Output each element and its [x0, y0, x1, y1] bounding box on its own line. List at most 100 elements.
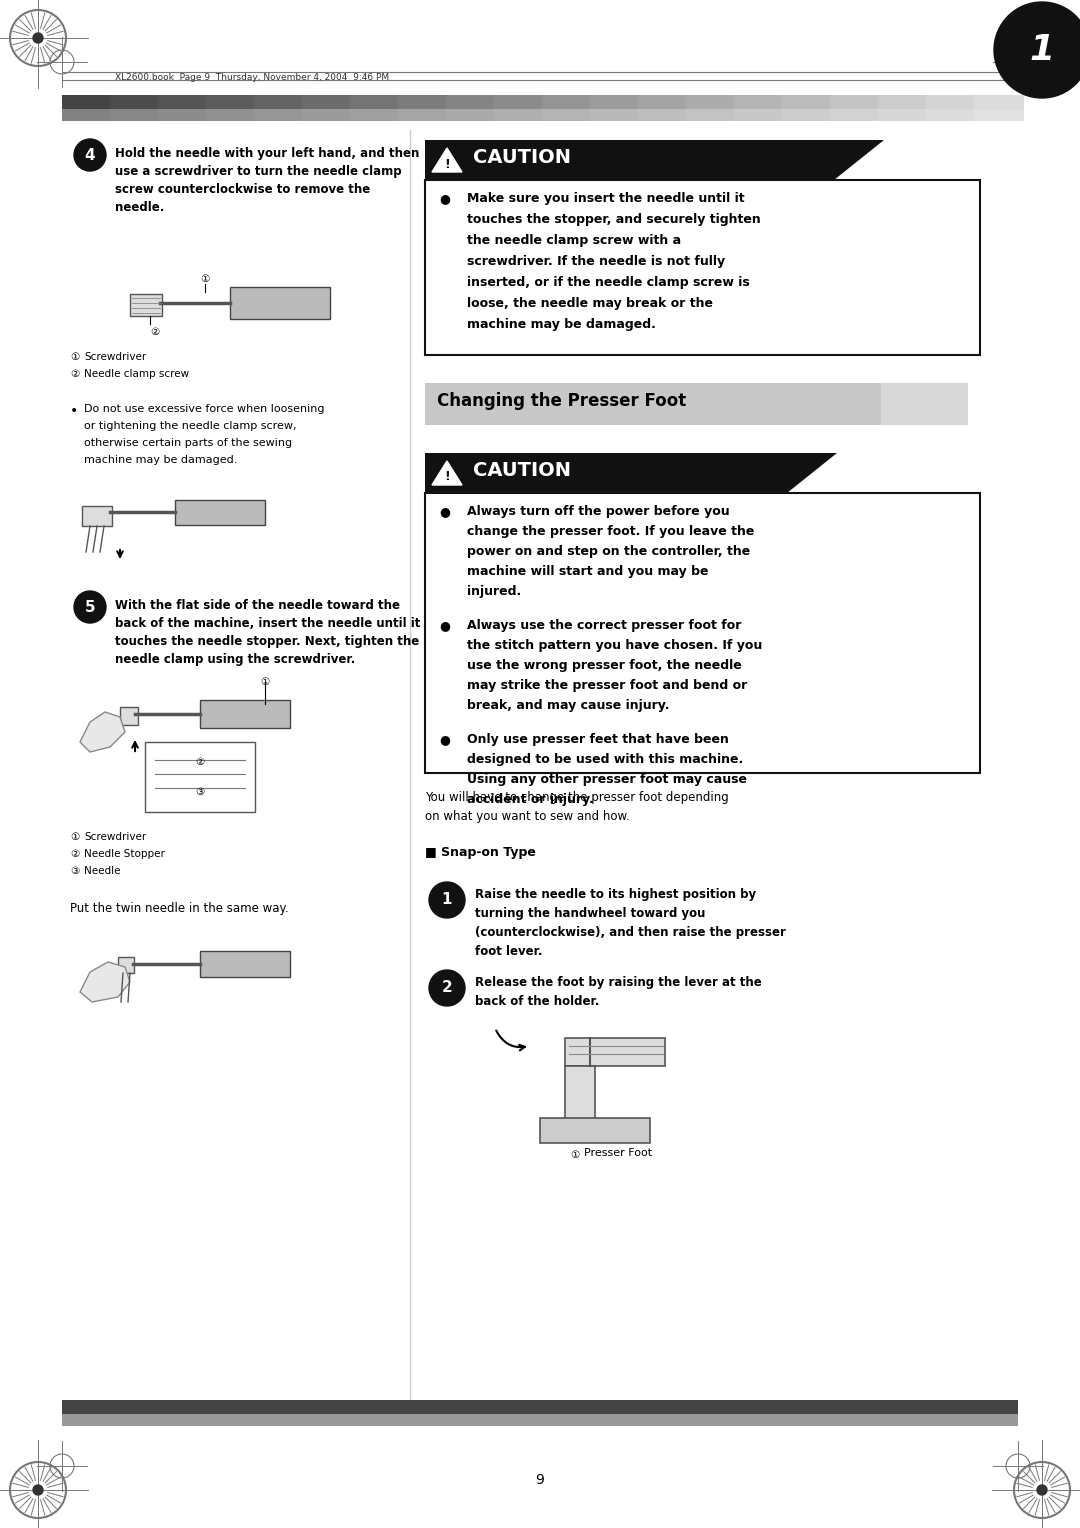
Bar — [110, 108, 160, 121]
Bar — [878, 108, 928, 121]
Text: Release the foot by raising the lever at the: Release the foot by raising the lever at… — [475, 976, 761, 989]
Bar — [974, 95, 1024, 108]
Text: CAUTION: CAUTION — [473, 148, 571, 167]
Text: designed to be used with this machine.: designed to be used with this machine. — [467, 753, 743, 766]
Text: ①: ① — [570, 1151, 579, 1160]
Bar — [831, 108, 880, 121]
Bar — [62, 95, 1018, 108]
Bar — [831, 95, 880, 108]
Text: XL2600.book  Page 9  Thursday, November 4, 2004  9:46 PM: XL2600.book Page 9 Thursday, November 4,… — [114, 73, 389, 83]
Text: 1: 1 — [1029, 34, 1054, 67]
Bar — [302, 95, 352, 108]
Text: back of the machine, insert the needle until it: back of the machine, insert the needle u… — [114, 617, 420, 630]
Circle shape — [75, 591, 106, 623]
Text: Always use the correct presser foot for: Always use the correct presser foot for — [467, 619, 741, 633]
Text: Needle Stopper: Needle Stopper — [84, 850, 165, 859]
Circle shape — [33, 34, 43, 43]
Bar — [399, 108, 448, 121]
Text: Raise the needle to its highest position by: Raise the needle to its highest position… — [475, 888, 756, 902]
Text: 2: 2 — [442, 981, 453, 996]
Text: the needle clamp screw with a: the needle clamp screw with a — [467, 234, 681, 248]
Text: inserted, or if the needle clamp screw is: inserted, or if the needle clamp screw i… — [467, 277, 750, 289]
Bar — [426, 141, 834, 180]
Bar — [350, 95, 400, 108]
Bar — [638, 95, 688, 108]
Bar — [542, 95, 592, 108]
Text: use a screwdriver to turn the needle clamp: use a screwdriver to turn the needle cla… — [114, 165, 402, 177]
Bar — [158, 95, 208, 108]
Text: Needle: Needle — [84, 866, 121, 876]
Bar — [302, 108, 352, 121]
Text: turning the handwheel toward you: turning the handwheel toward you — [475, 908, 705, 920]
Text: ②: ② — [195, 756, 204, 767]
Text: ②: ② — [70, 850, 79, 859]
Circle shape — [75, 139, 106, 171]
Text: ①: ① — [70, 351, 79, 362]
Bar — [565, 1038, 665, 1067]
Circle shape — [429, 970, 465, 1005]
Polygon shape — [787, 452, 837, 494]
Bar — [426, 452, 787, 494]
Bar — [62, 95, 112, 108]
Text: otherwise certain parts of the sewing: otherwise certain parts of the sewing — [84, 439, 292, 448]
Text: CAUTION: CAUTION — [473, 461, 571, 480]
Bar — [254, 108, 303, 121]
Text: Using any other presser foot may cause: Using any other presser foot may cause — [467, 773, 747, 785]
Bar — [686, 108, 735, 121]
Bar — [734, 108, 784, 121]
Bar — [158, 108, 208, 121]
Text: power on and step on the controller, the: power on and step on the controller, the — [467, 545, 751, 558]
Bar — [590, 95, 640, 108]
Text: Make sure you insert the needle until it: Make sure you insert the needle until it — [467, 193, 744, 205]
Circle shape — [429, 882, 465, 918]
Wedge shape — [881, 384, 902, 425]
Bar — [62, 1400, 1018, 1413]
Text: Needle clamp screw: Needle clamp screw — [84, 368, 189, 379]
Text: or tightening the needle clamp screw,: or tightening the needle clamp screw, — [84, 422, 297, 431]
Polygon shape — [432, 461, 462, 484]
Bar — [426, 384, 881, 425]
Text: use the wrong presser foot, the needle: use the wrong presser foot, the needle — [467, 659, 742, 672]
Bar — [200, 950, 291, 976]
Text: needle clamp using the screwdriver.: needle clamp using the screwdriver. — [114, 652, 355, 666]
Text: !: ! — [444, 471, 450, 483]
Bar — [82, 506, 112, 526]
Bar — [62, 108, 1018, 121]
Text: 9: 9 — [536, 1473, 544, 1487]
Text: ●: ● — [438, 504, 450, 518]
Text: screwdriver. If the needle is not fully: screwdriver. If the needle is not fully — [467, 255, 725, 267]
Bar — [494, 95, 544, 108]
Text: needle.: needle. — [114, 202, 164, 214]
Text: ①: ① — [70, 833, 79, 842]
Text: touches the stopper, and securely tighten: touches the stopper, and securely tighte… — [467, 212, 760, 226]
Text: ①: ① — [201, 274, 210, 284]
Text: Changing the Presser Foot: Changing the Presser Foot — [437, 393, 686, 410]
Text: ②: ② — [70, 368, 79, 379]
Bar — [120, 707, 138, 724]
Text: Put the twin needle in the same way.: Put the twin needle in the same way. — [70, 902, 288, 915]
Polygon shape — [834, 141, 885, 180]
Bar — [782, 108, 832, 121]
Text: ②: ② — [150, 327, 160, 338]
Bar — [62, 1413, 1018, 1426]
Bar — [494, 108, 544, 121]
Text: ●: ● — [438, 733, 450, 746]
Text: Only use presser feet that have been: Only use presser feet that have been — [467, 733, 729, 746]
Bar — [446, 95, 496, 108]
Bar — [175, 500, 265, 526]
Bar — [446, 108, 496, 121]
Bar — [565, 1067, 595, 1126]
Bar — [426, 180, 980, 354]
Bar — [230, 287, 330, 319]
Text: screw counterclockwise to remove the: screw counterclockwise to remove the — [114, 183, 370, 196]
Bar — [974, 108, 1024, 121]
Bar — [638, 108, 688, 121]
Polygon shape — [80, 712, 125, 752]
Text: ●: ● — [438, 193, 450, 205]
Text: ③: ③ — [195, 787, 204, 798]
Bar — [590, 108, 640, 121]
Circle shape — [1037, 1485, 1047, 1494]
Bar — [206, 108, 256, 121]
Text: break, and may cause injury.: break, and may cause injury. — [467, 698, 670, 712]
Text: injured.: injured. — [467, 585, 522, 597]
